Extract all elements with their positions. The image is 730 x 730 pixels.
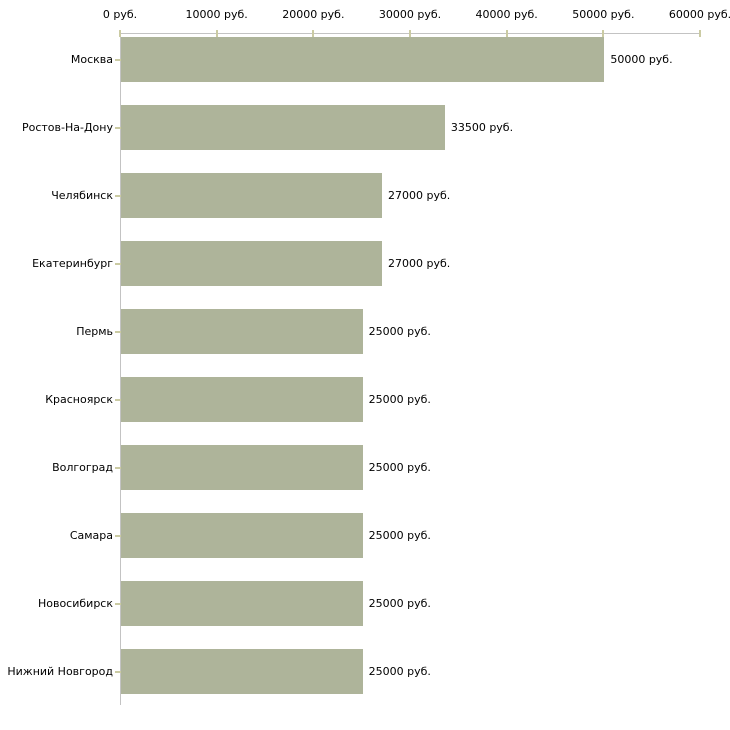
category-label: Москва [70,53,113,66]
y-axis-tick-mark [115,602,121,605]
bar [121,581,363,626]
x-axis-tick-label: 0 руб. [102,8,138,21]
x-axis-tick-mark [119,30,121,37]
category-label: Екатеринбург [32,257,113,270]
bar-value-label: 33500 руб. [450,121,514,134]
x-axis-tick-label: 40000 руб. [475,8,538,21]
y-axis-tick-mark [115,466,121,469]
x-axis-tick-label: 10000 руб. [185,8,248,21]
bar [121,173,382,218]
bar [121,513,363,558]
bar [121,241,382,286]
bar [121,37,605,82]
category-label: Самара [69,529,113,542]
y-axis-tick-mark [115,670,121,673]
y-axis-tick-mark [115,262,121,265]
category-label: Челябинск [51,189,113,202]
bar [121,649,363,694]
y-axis-tick-mark [115,330,121,333]
bar [121,309,363,354]
x-axis-tick-mark [602,30,605,37]
bar-value-label: 25000 руб. [368,325,431,338]
x-axis-tick-label: 60000 руб. [668,8,730,21]
category-label: Красноярск [45,393,113,406]
category-label: Новосибирск [37,597,113,610]
category-label: Нижний Новгород [7,665,113,678]
bar [121,445,363,490]
x-axis-tick-mark [312,30,315,37]
category-label: Пермь [76,325,113,338]
y-axis-tick-mark [115,194,121,197]
x-axis-tick-mark [215,30,218,37]
x-axis-tick-label: 20000 руб. [282,8,345,21]
category-label: Ростов-На-Дону [21,121,113,134]
y-axis-tick-mark [115,126,121,129]
x-axis-tick-mark [409,30,411,37]
x-axis-tick-label: 30000 руб. [378,8,442,21]
x-axis-tick-label: 50000 руб. [572,8,635,21]
bar-value-label: 25000 руб. [368,529,431,542]
bar-value-label: 25000 руб. [368,393,431,406]
bar-value-label: 25000 руб. [368,665,431,678]
y-axis-line [120,33,121,705]
bar-value-label: 27000 руб. [388,257,451,270]
bar-value-label: 25000 руб. [368,597,431,610]
category-label: Волгоград [52,461,113,474]
bar-value-label: 50000 руб. [610,53,673,66]
bar-value-label: 27000 руб. [388,189,451,202]
y-axis-tick-mark [115,398,121,401]
x-axis-tick-mark [699,30,701,37]
y-axis-tick-mark [115,58,121,61]
bar-value-label: 25000 руб. [368,461,431,474]
bar [121,377,363,422]
bar [121,105,445,150]
y-axis-tick-mark [115,534,121,537]
x-axis-tick-mark [505,30,508,37]
